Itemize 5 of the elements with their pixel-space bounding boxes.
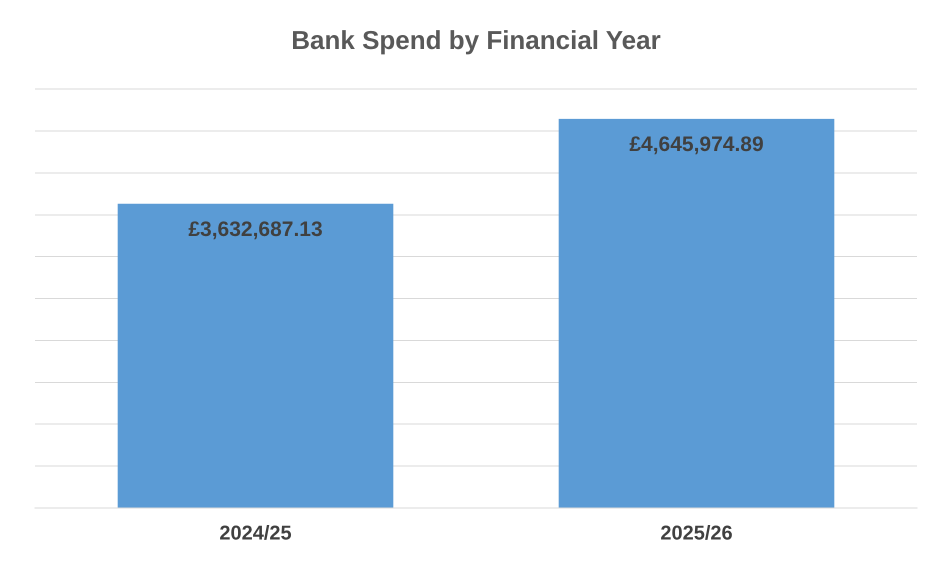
chart-title: Bank Spend by Financial Year: [291, 24, 661, 55]
x-tick-label: 2024/25: [219, 522, 292, 545]
x-tick-label: 2025/26: [660, 522, 733, 545]
data-label: £3,632,687.13: [188, 218, 323, 242]
data-label: £4,645,974.89: [629, 133, 764, 156]
